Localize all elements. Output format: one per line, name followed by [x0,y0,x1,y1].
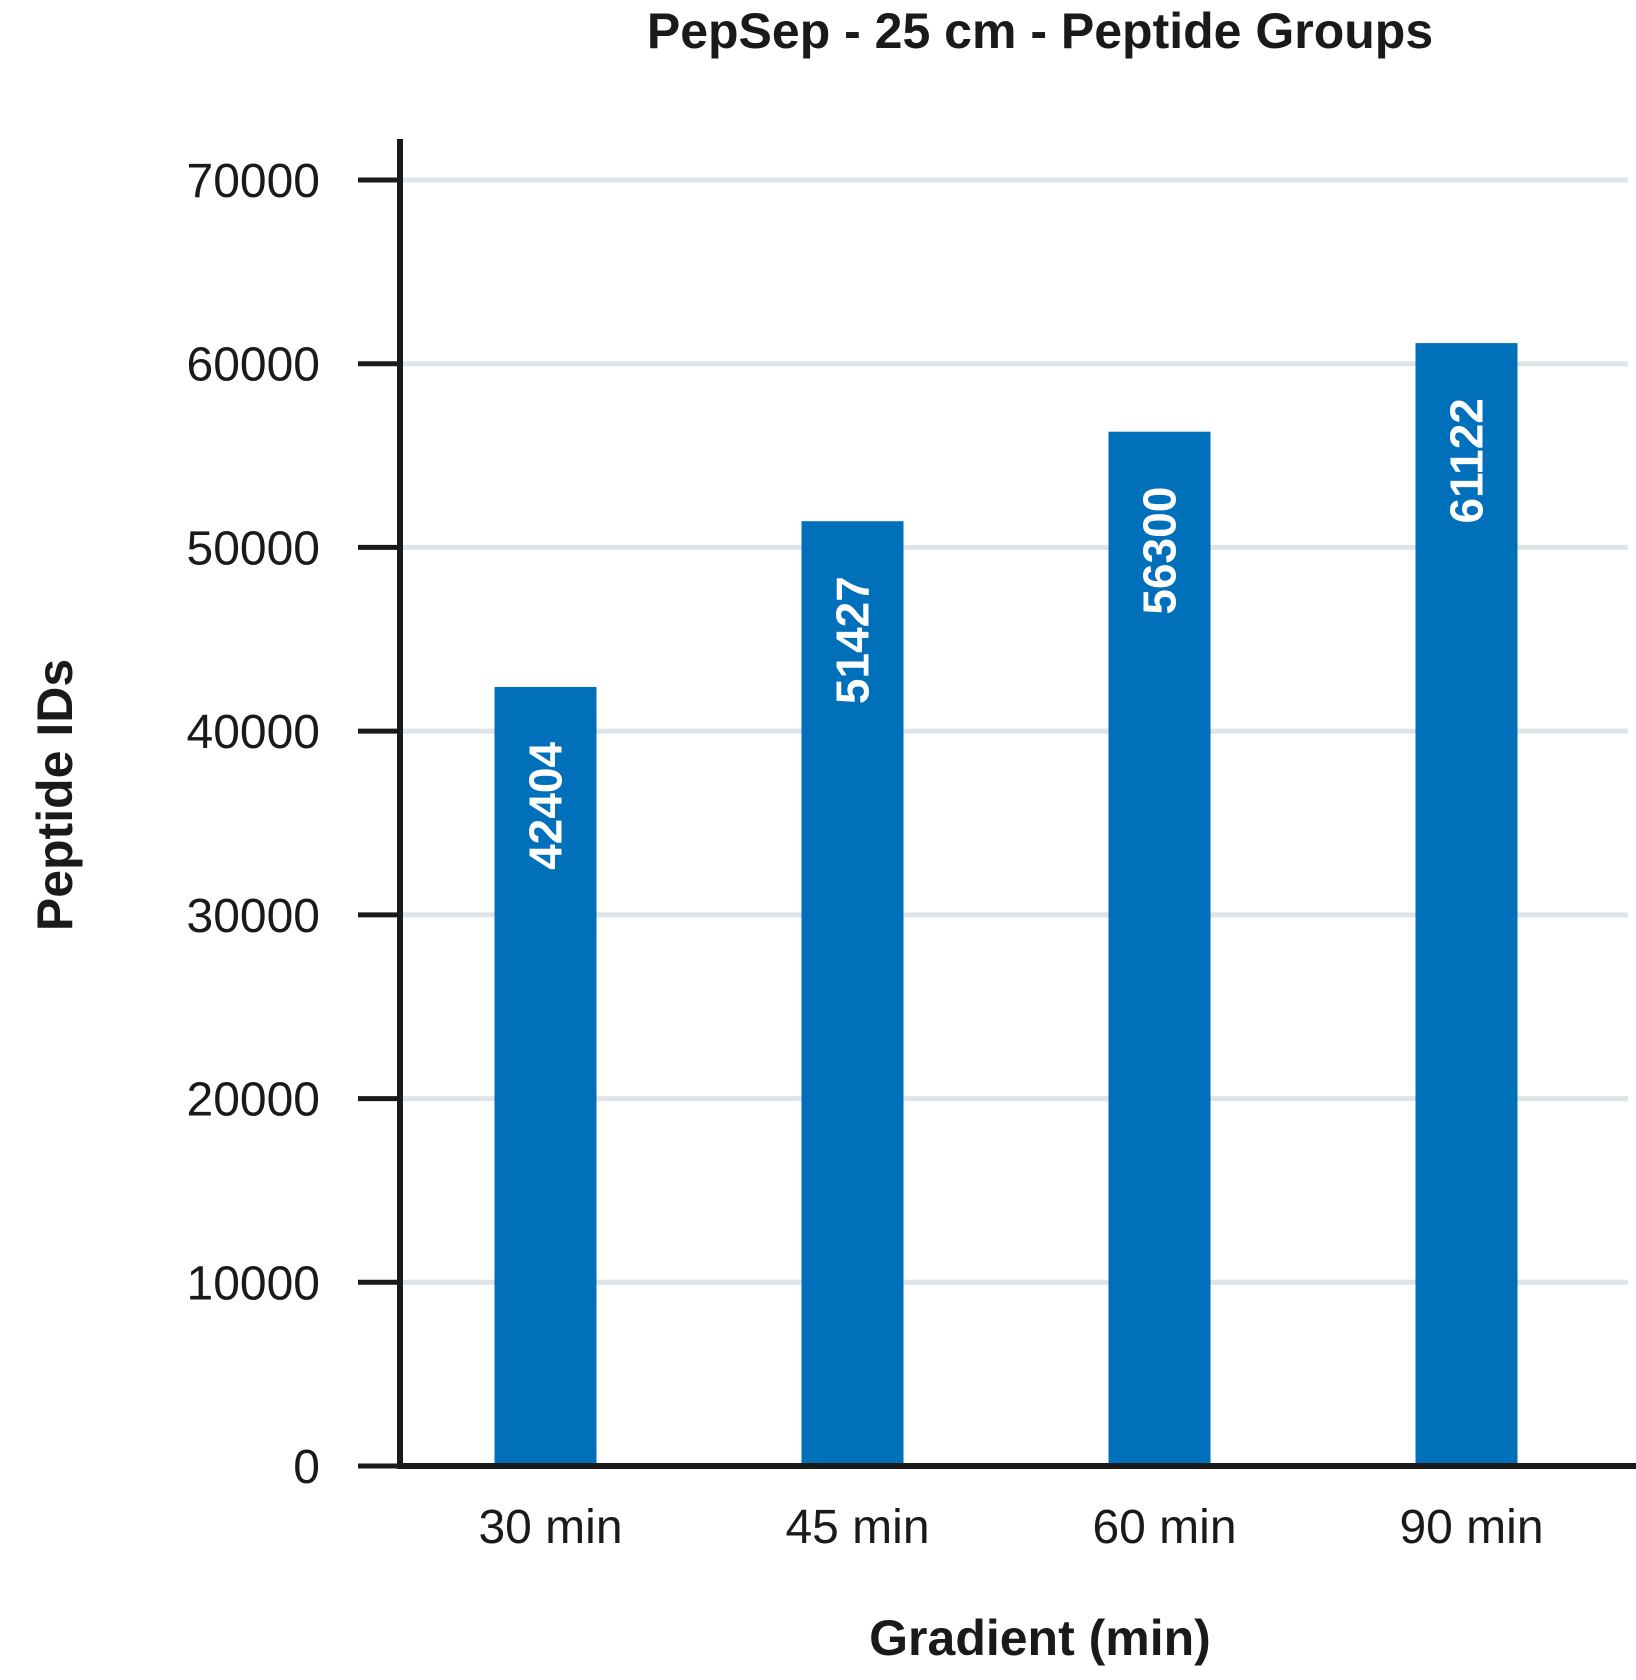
x-axis-label: Gradient (min) [869,1610,1211,1666]
data-label: 56300 [1134,487,1186,615]
data-label: 42404 [520,742,572,870]
bar [1415,343,1518,1466]
x-tick-label: 30 min [478,1501,622,1554]
y-axis-label: Peptide IDs [27,659,83,931]
chart-title: PepSep - 25 cm - Peptide Groups [647,3,1433,59]
bar [1108,431,1211,1466]
y-tick-label: 30000 [187,890,320,943]
x-tick-label: 90 min [1399,1501,1543,1554]
y-tick-label: 10000 [187,1257,320,1310]
x-tick-label: 60 min [1092,1501,1236,1554]
bars: 42404 51427 56300 61122 [494,343,1518,1466]
axes [397,139,1636,1469]
grid-lines [403,177,1628,1285]
bar [494,686,597,1466]
data-label: 51427 [827,576,879,704]
data-label: 61122 [1441,398,1493,523]
y-ticks: 0 10000 20000 30000 40000 50000 60000 70000 [187,155,400,1494]
bar [801,521,904,1466]
x-ticks: 30 min 45 min 60 min 90 min [478,1501,1543,1554]
y-tick-label: 50000 [187,522,320,575]
y-tick-label: 40000 [187,706,320,759]
y-tick-label: 20000 [187,1074,320,1127]
y-tick-label: 70000 [187,155,320,208]
y-tick-label: 0 [293,1441,320,1494]
x-tick-label: 45 min [785,1501,929,1554]
y-tick-label: 60000 [187,339,320,392]
